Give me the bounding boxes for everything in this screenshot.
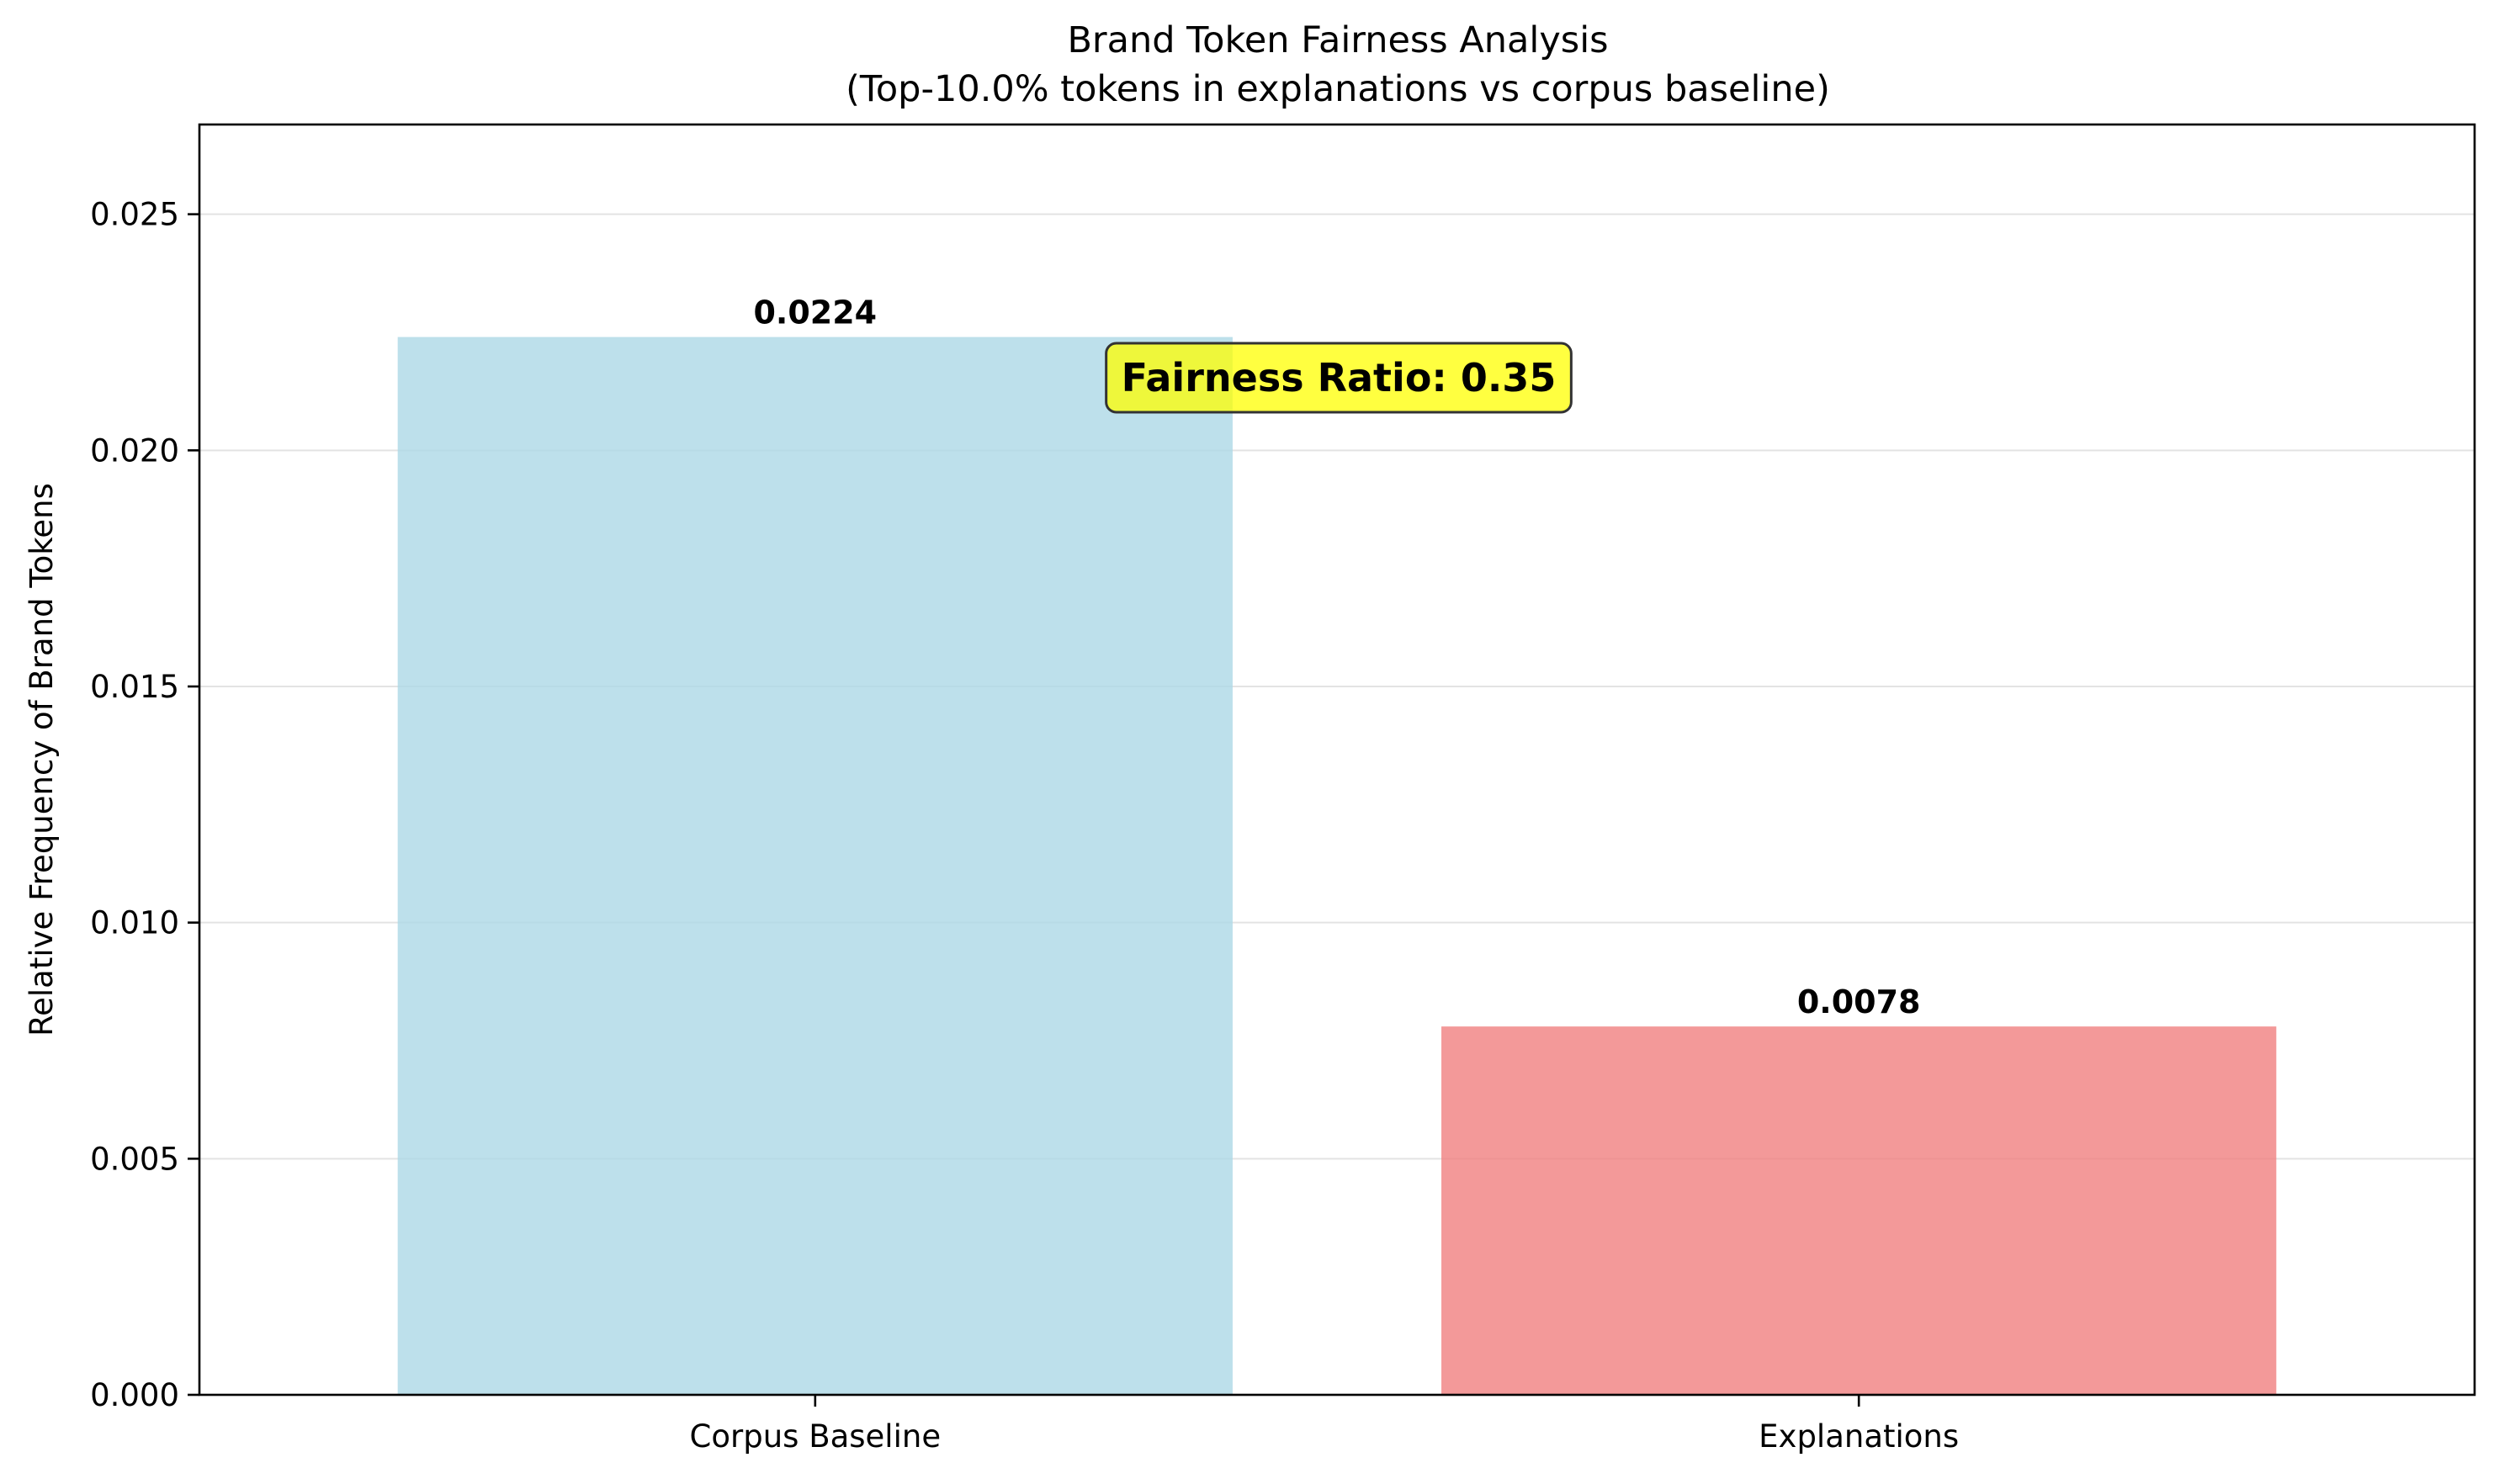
y-tick-label: 0.015 — [90, 669, 179, 705]
y-tick-label: 0.000 — [90, 1377, 179, 1413]
y-tick-label: 0.025 — [90, 197, 179, 233]
y-tick-label: 0.020 — [90, 432, 179, 469]
y-tick-label: 0.010 — [90, 905, 179, 941]
value-labels: 0.0224 0.0078 — [753, 294, 1920, 1021]
y-axis-ticks: 0.000 0.005 0.010 0.015 0.020 0.025 — [90, 197, 199, 1413]
plot-frame — [198, 123, 2476, 1397]
x-tick-label: Explanations — [1759, 1418, 1959, 1455]
y-axis-label: Relative Frequency of Brand Tokens — [24, 483, 60, 1036]
bars — [397, 337, 2277, 1395]
bar-value-label: 0.0224 — [753, 294, 877, 331]
annotation-box — [1105, 342, 1573, 414]
x-tick-label: Corpus Baseline — [690, 1418, 942, 1455]
bar — [397, 337, 1233, 1395]
y-tick-label: 0.005 — [90, 1141, 179, 1177]
chart-subtitle: (Top-10.0% tokens in explanations vs cor… — [846, 68, 1830, 110]
bar-value-label: 0.0078 — [1797, 983, 1921, 1020]
bar — [1441, 1026, 2277, 1395]
annotation-text: Fairness Ratio: 0.35 — [1122, 355, 1557, 400]
chart-title: Brand Token Fairness Analysis — [1067, 19, 1608, 61]
fairness-ratio-annotation: Fairness Ratio: 0.35 — [1105, 342, 1573, 414]
x-axis-ticks: Corpus Baseline Explanations — [690, 1395, 1959, 1455]
